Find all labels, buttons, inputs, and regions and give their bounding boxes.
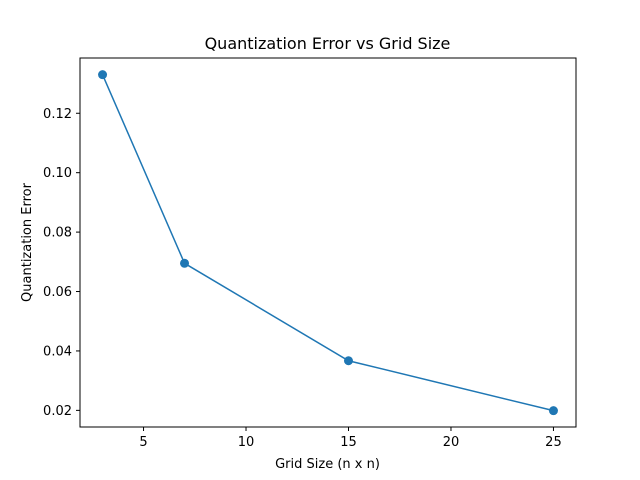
x-tick-label: 20 <box>443 435 460 450</box>
x-axis-label: Grid Size (n x n) <box>275 457 380 472</box>
plot-area <box>79 57 577 428</box>
data-point <box>98 70 108 80</box>
y-axis-label: Quantization Error <box>20 182 35 302</box>
x-tick-label: 10 <box>238 435 255 450</box>
x-tick-label: 25 <box>545 435 562 450</box>
data-point <box>548 406 558 416</box>
data-point <box>343 356 353 366</box>
y-axis: 0.02 0.04 0.06 0.08 0.10 0.12 <box>43 107 80 419</box>
series-line <box>101 74 554 412</box>
y-tick-label: 0.04 <box>43 344 72 359</box>
y-tick-label: 0.08 <box>43 226 72 241</box>
y-tick-label: 0.12 <box>43 107 72 122</box>
chart-title: Quantization Error vs Grid Size <box>205 34 451 53</box>
data-points <box>98 70 558 416</box>
y-tick-label: 0.06 <box>43 285 72 300</box>
data-point <box>180 258 190 268</box>
x-tick-label: 15 <box>340 435 357 450</box>
y-tick-label: 0.02 <box>43 404 72 419</box>
x-axis: 5 10 15 20 25 <box>139 427 562 450</box>
x-tick-label: 5 <box>139 435 147 450</box>
y-tick-label: 0.10 <box>43 166 72 181</box>
